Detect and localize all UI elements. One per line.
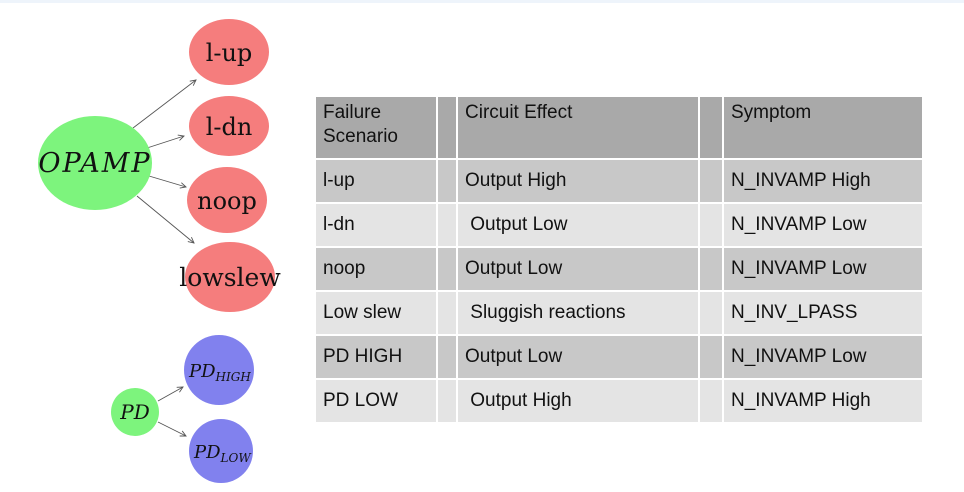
cell-scenario: PD LOW <box>316 380 436 422</box>
header-spacer-2 <box>700 97 722 158</box>
arrow-pd-to-pdhigh <box>157 386 184 402</box>
failure-symptom-table: Failure Scenario Circuit Effect Symptom … <box>314 95 924 424</box>
cell-symptom: N_INVAMP High <box>724 380 922 422</box>
cell-spacer <box>438 336 456 378</box>
table-row: l-dn Output Low N_INVAMP Low <box>316 204 922 246</box>
table-row: PD LOW Output High N_INVAMP High <box>316 380 922 422</box>
cell-spacer <box>438 248 456 290</box>
pdhigh-node <box>184 335 254 405</box>
window-top-edge <box>0 0 964 3</box>
noop-label: noop <box>197 187 257 215</box>
table-row: l-up Output High N_INVAMP High <box>316 160 922 202</box>
pd-node <box>111 388 159 436</box>
header-spacer-1 <box>438 97 456 158</box>
pdlow-label-base: PD <box>193 442 221 463</box>
cell-symptom: N_INVAMP Low <box>724 248 922 290</box>
cell-spacer <box>700 248 722 290</box>
cell-effect: Output Low <box>458 248 698 290</box>
arrow-opamp-to-lowslew <box>136 195 195 244</box>
cell-symptom: N_INV_LPASS <box>724 292 922 334</box>
header-circuit-effect: Circuit Effect <box>458 97 698 158</box>
cell-effect: Output High <box>458 160 698 202</box>
lowslew-label: lowslew <box>179 263 281 292</box>
cell-effect: Output High <box>458 380 698 422</box>
noop-node <box>187 167 267 233</box>
cell-spacer <box>700 292 722 334</box>
lowslew-node <box>185 242 275 312</box>
cell-symptom: N_INVAMP High <box>724 160 922 202</box>
arrow-opamp-to-ldn <box>146 134 185 149</box>
arrow-pd-to-pdlow <box>157 421 187 437</box>
cell-scenario: l-up <box>316 160 436 202</box>
cell-effect: Output Low <box>458 204 698 246</box>
cell-spacer <box>700 336 722 378</box>
ldn-label: l-dn <box>206 113 253 141</box>
cell-spacer <box>438 160 456 202</box>
pdhigh-label: PDHIGH <box>188 361 251 384</box>
arrow-opamp-to-noop <box>148 175 187 189</box>
cell-spacer <box>438 380 456 422</box>
table-row: noop Output Low N_INVAMP Low <box>316 248 922 290</box>
cell-effect: Sluggish reactions <box>458 292 698 334</box>
header-symptom: Symptom <box>724 97 922 158</box>
header-failure-scenario: Failure Scenario <box>316 97 436 158</box>
cell-scenario: l-dn <box>316 204 436 246</box>
cell-scenario: Low slew <box>316 292 436 334</box>
pdlow-label: PDLOW <box>193 442 252 465</box>
cell-effect: Output Low <box>458 336 698 378</box>
table-row: PD HIGH Output Low N_INVAMP Low <box>316 336 922 378</box>
cell-spacer <box>700 160 722 202</box>
pdhigh-label-sub: HIGH <box>215 370 252 384</box>
pdlow-node <box>189 419 253 483</box>
cell-symptom: N_INVAMP Low <box>724 204 922 246</box>
cell-spacer <box>438 204 456 246</box>
table-row: Low slew Sluggish reactions N_INV_LPASS <box>316 292 922 334</box>
table-header-row: Failure Scenario Circuit Effect Symptom <box>316 97 922 158</box>
pd-label: PD <box>119 400 150 424</box>
lup-label: l-up <box>206 39 253 67</box>
cell-spacer <box>700 380 722 422</box>
cell-symptom: N_INVAMP Low <box>724 336 922 378</box>
cell-spacer <box>700 204 722 246</box>
arrow-opamp-to-lup <box>132 79 197 129</box>
ldn-node <box>189 96 269 156</box>
fault-tree-diagram: OPAMP l-up l-dn noop lowslew PD PDHIGH P… <box>38 19 281 483</box>
cell-spacer <box>438 292 456 334</box>
lup-node <box>189 19 269 85</box>
pdlow-label-sub: LOW <box>220 451 253 465</box>
cell-scenario: noop <box>316 248 436 290</box>
opamp-node <box>38 116 152 210</box>
pdhigh-label-base: PD <box>188 361 216 382</box>
opamp-label: OPAMP <box>38 148 151 179</box>
cell-scenario: PD HIGH <box>316 336 436 378</box>
